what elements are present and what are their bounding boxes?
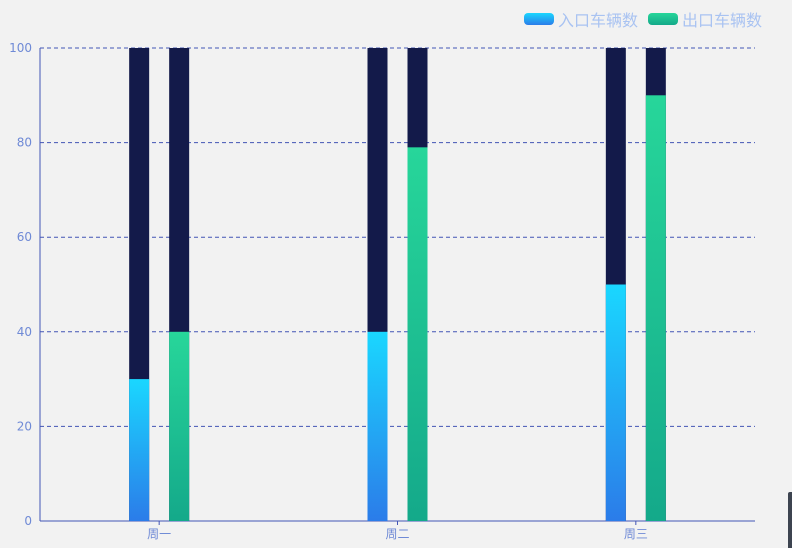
legend-item-out[interactable]: 出口车辆数 [647, 7, 762, 31]
legend-label-out: 出口车辆数 [681, 11, 762, 30]
bar-out-0 [169, 331, 190, 521]
y-tick-label-20: 20 [17, 419, 32, 433]
x-tick-label-0: 周一 [147, 527, 171, 541]
y-tick-label-100: 100 [9, 41, 32, 55]
x-tick-label-1: 周二 [385, 527, 409, 541]
y-tick-label-40: 40 [17, 325, 32, 339]
scrollbar-handle[interactable] [788, 492, 792, 548]
bar-out-1 [407, 147, 428, 521]
legend-swatch-in [523, 13, 554, 25]
legend-item-in[interactable]: 入口车辆数 [523, 7, 638, 31]
bar-in-2 [605, 284, 626, 521]
y-tick-label-60: 60 [17, 230, 32, 244]
bar-out-2 [645, 95, 666, 522]
legend-label-in: 入口车辆数 [557, 11, 638, 30]
x-tick-label-2: 周三 [624, 527, 648, 541]
chart-legend: 入口车辆数 出口车辆数 [523, 7, 762, 31]
bar-in-1 [367, 331, 388, 521]
legend-swatch-out [647, 13, 678, 25]
y-tick-label-0: 0 [24, 514, 32, 528]
y-tick-label-80: 80 [17, 136, 32, 150]
bar-in-0 [129, 379, 150, 521]
